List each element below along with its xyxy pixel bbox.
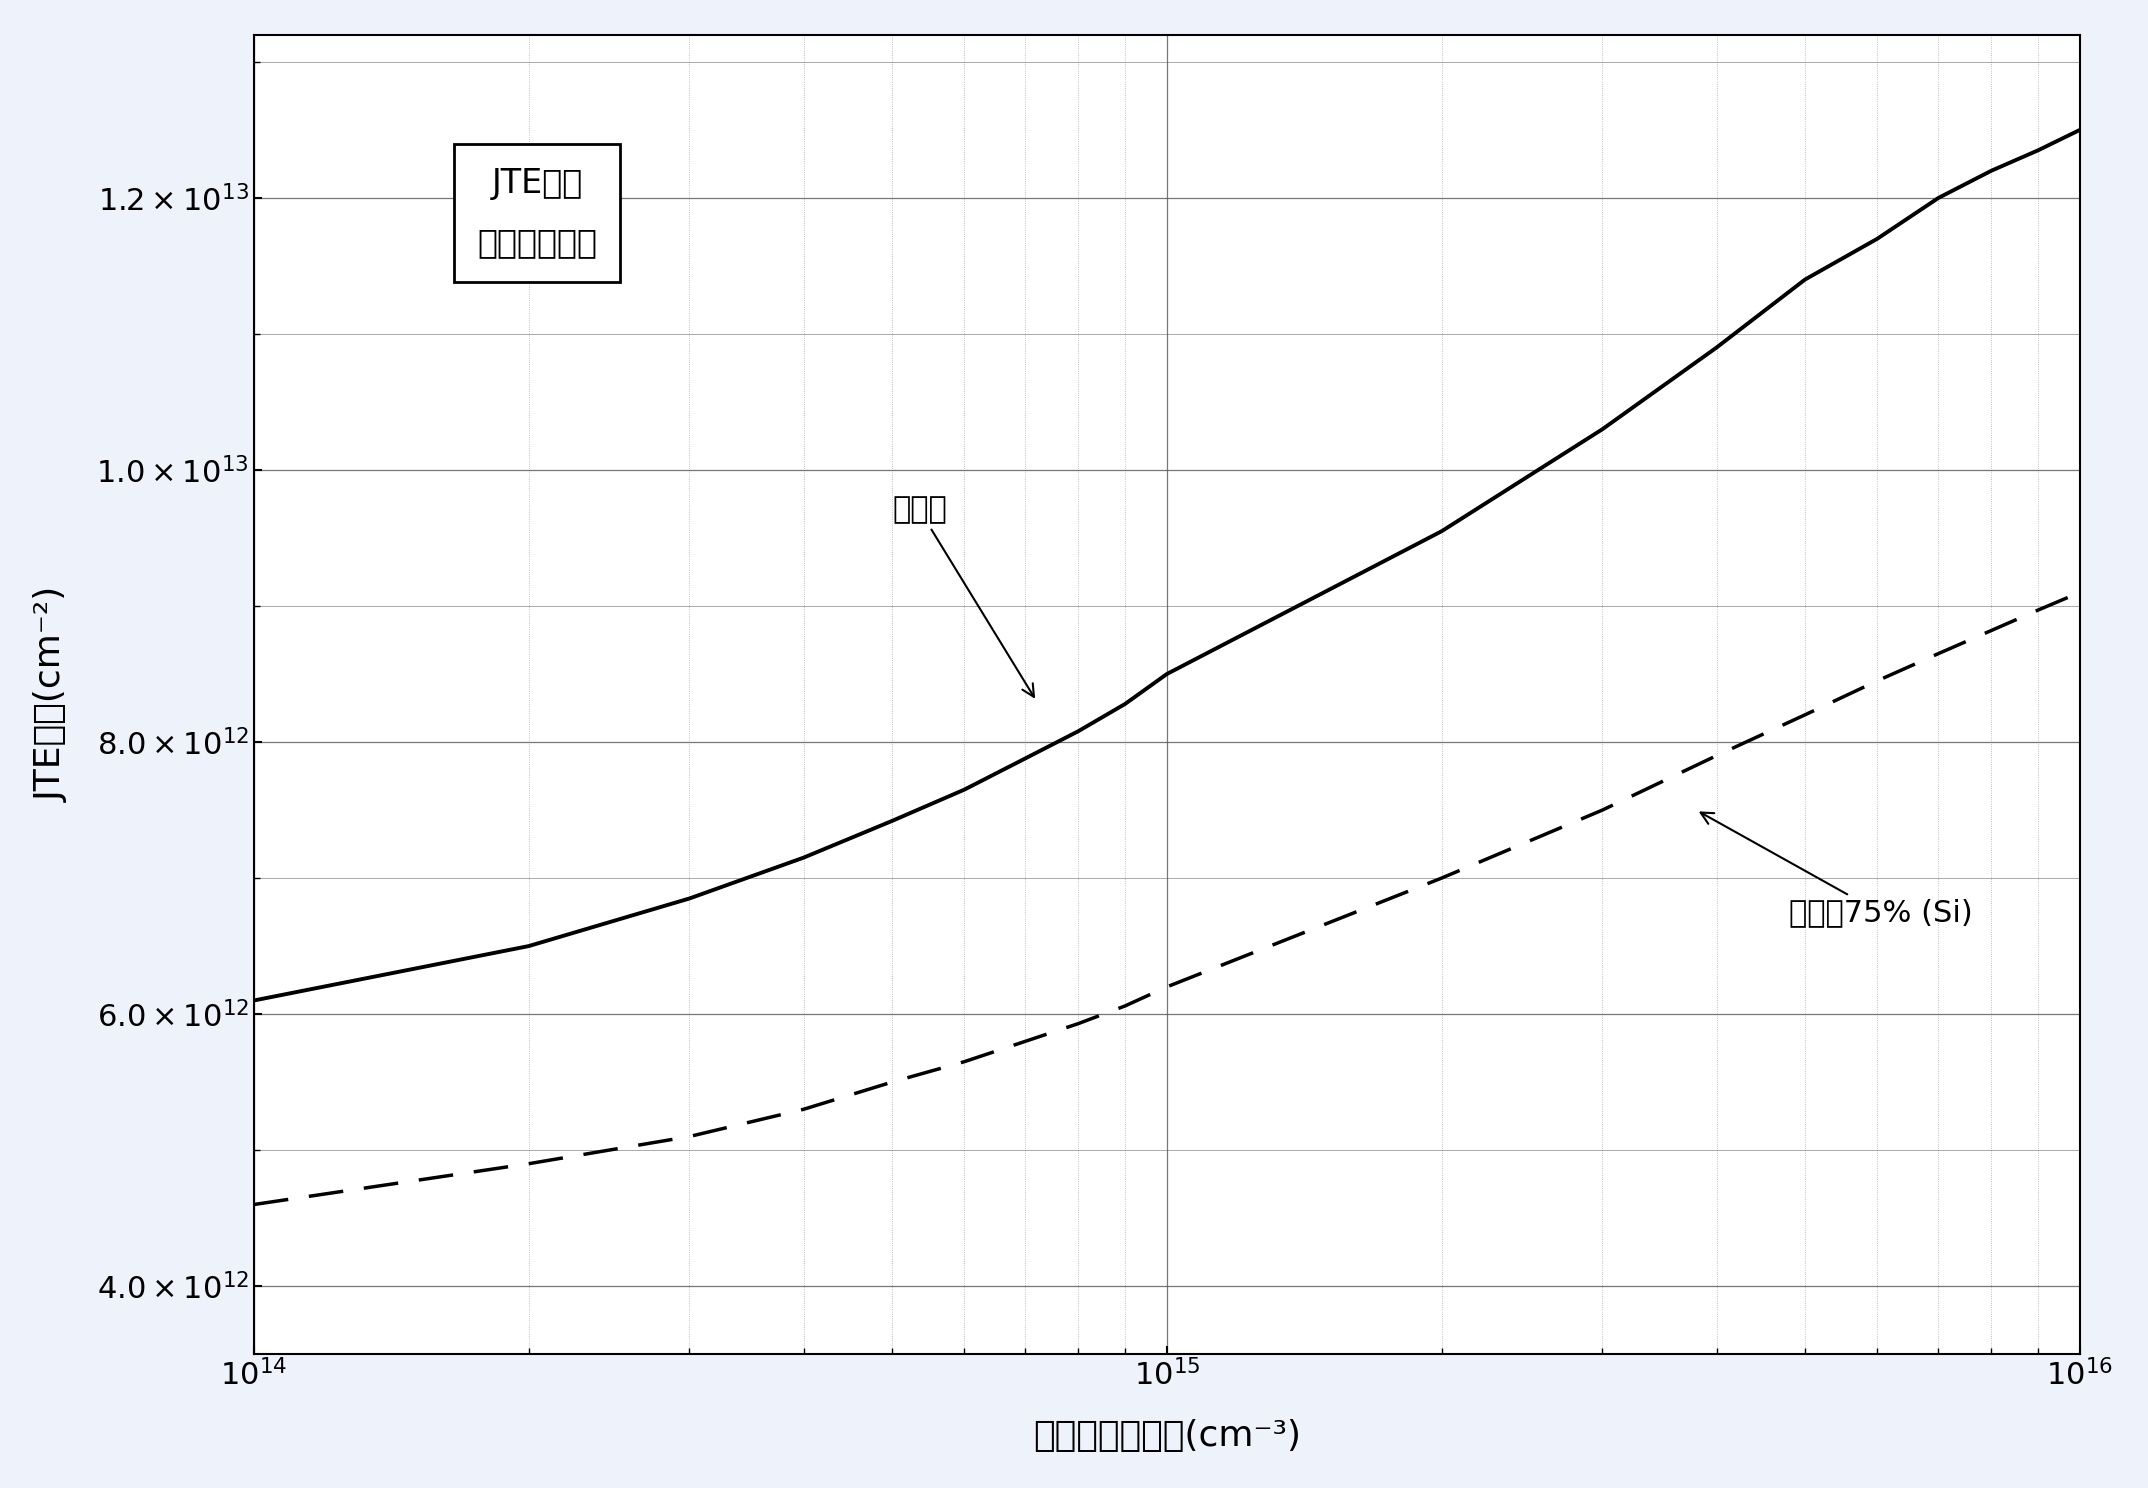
Text: JTE电荷
理想平面终端: JTE电荷 理想平面终端 [477, 167, 597, 259]
X-axis label: 耐压层表面浓度(cm⁻³): 耐压层表面浓度(cm⁻³) [1033, 1420, 1302, 1454]
Text: 理论值75% (Si): 理论值75% (Si) [1701, 812, 1972, 927]
Y-axis label: JTE电荷(cm⁻²): JTE电荷(cm⁻²) [34, 586, 69, 802]
Text: 理论值: 理论值 [891, 496, 1033, 696]
